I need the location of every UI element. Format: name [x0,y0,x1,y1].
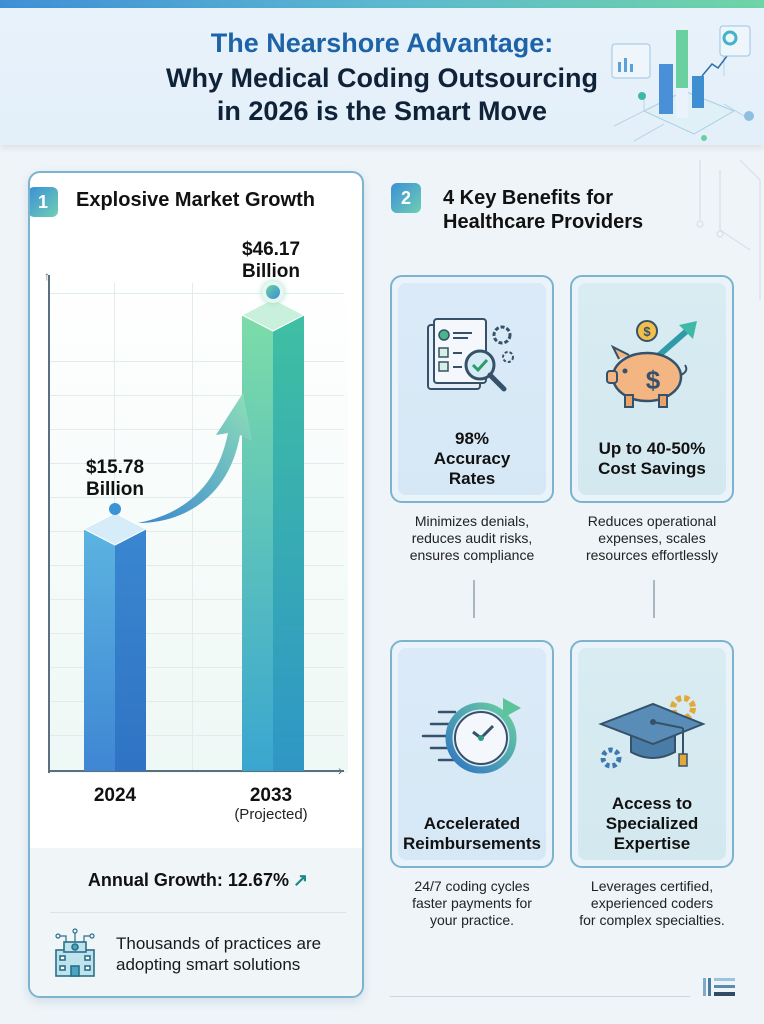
benefit-title: Accelerated Reimbursements [403,814,541,853]
connector-line [653,580,655,618]
connector-line [473,580,475,618]
bar-2024-value: $15.78 Billion [85,457,145,500]
x-axis-arrow: › [338,762,343,778]
document-check-magnifier-icon [427,318,514,392]
benefit-title: Up to 40-50% Cost Savings [598,439,706,478]
benefit-card-reimbursements: Accelerated Reimbursements [390,640,554,868]
section-number-badge: 1 [30,187,58,217]
market-growth-chart: ↑ › [44,270,348,778]
hospital-network-icon [55,928,95,977]
circuit-decoration [696,160,761,300]
svg-text:$: $ [643,324,651,339]
trend-up-icon: ↗ [292,870,309,890]
growth-summary: Annual Growth: 12.67% ↗ Thousands of prac… [30,848,362,996]
section-number-badge: 2 [391,183,421,213]
benefit-title: 98% Accuracy Rates [433,429,511,488]
analytics-chart-icon [611,25,754,142]
bar-2033-value: $46.17 Billion [241,239,301,282]
bar-2024 [84,503,146,771]
brand-logo-icon [703,978,735,996]
bar-2033 [242,281,304,771]
benefit-card-cost-savings: $ $ Up to 40-50% Cost Savings [570,275,734,503]
benefit-card-accuracy: 98% Accuracy Rates [390,275,554,503]
x-label-2033: 2033 [249,785,293,806]
benefit-description: Minimizes denials, reduces audit risks, … [409,513,535,563]
graduation-cap-gears-icon [598,695,706,769]
page-header: The Nearshore Advantage: Why Medical Cod… [0,8,764,145]
growth-curve-arrow-icon [138,393,252,523]
x-label-2024: 2024 [93,785,137,806]
divider [50,912,346,913]
page-title-line-2: Why Medical Coding Outsourcing [166,63,598,93]
svg-text:$: $ [646,365,661,395]
fast-clock-icon [421,698,521,774]
y-axis: ↑ [44,270,50,773]
benefit-title: Access to Specialized Expertise [605,794,699,853]
top-accent-bar [0,0,764,8]
section-title: Explosive Market Growth [76,189,315,211]
page-title-line-3: in 2026 is the Smart Move [216,96,548,126]
x-axis [48,770,344,772]
market-growth-panel: 1 Explosive Market Growth ↑ › [28,171,364,998]
benefit-description: 24/7 coding cycles faster payments for y… [412,878,532,928]
footer-divider [390,996,690,997]
adoption-note: Thousands of practices are adopting smar… [116,934,322,974]
section-title: 4 Key Benefits for Healthcare Providers [443,187,644,233]
annual-growth: Annual Growth: 12.67% ↗ [87,870,309,890]
piggy-bank-icon: $ $ [606,320,697,408]
x-label-2033-projected: (Projected) [234,806,308,823]
page-title-line-1: The Nearshore Advantage: [210,28,554,58]
benefit-description: Leverages certified, experienced coders … [579,878,725,928]
benefit-description: Reduces operational expenses, scales res… [585,513,718,563]
benefit-card-expertise: Access to Specialized Expertise [570,640,734,868]
